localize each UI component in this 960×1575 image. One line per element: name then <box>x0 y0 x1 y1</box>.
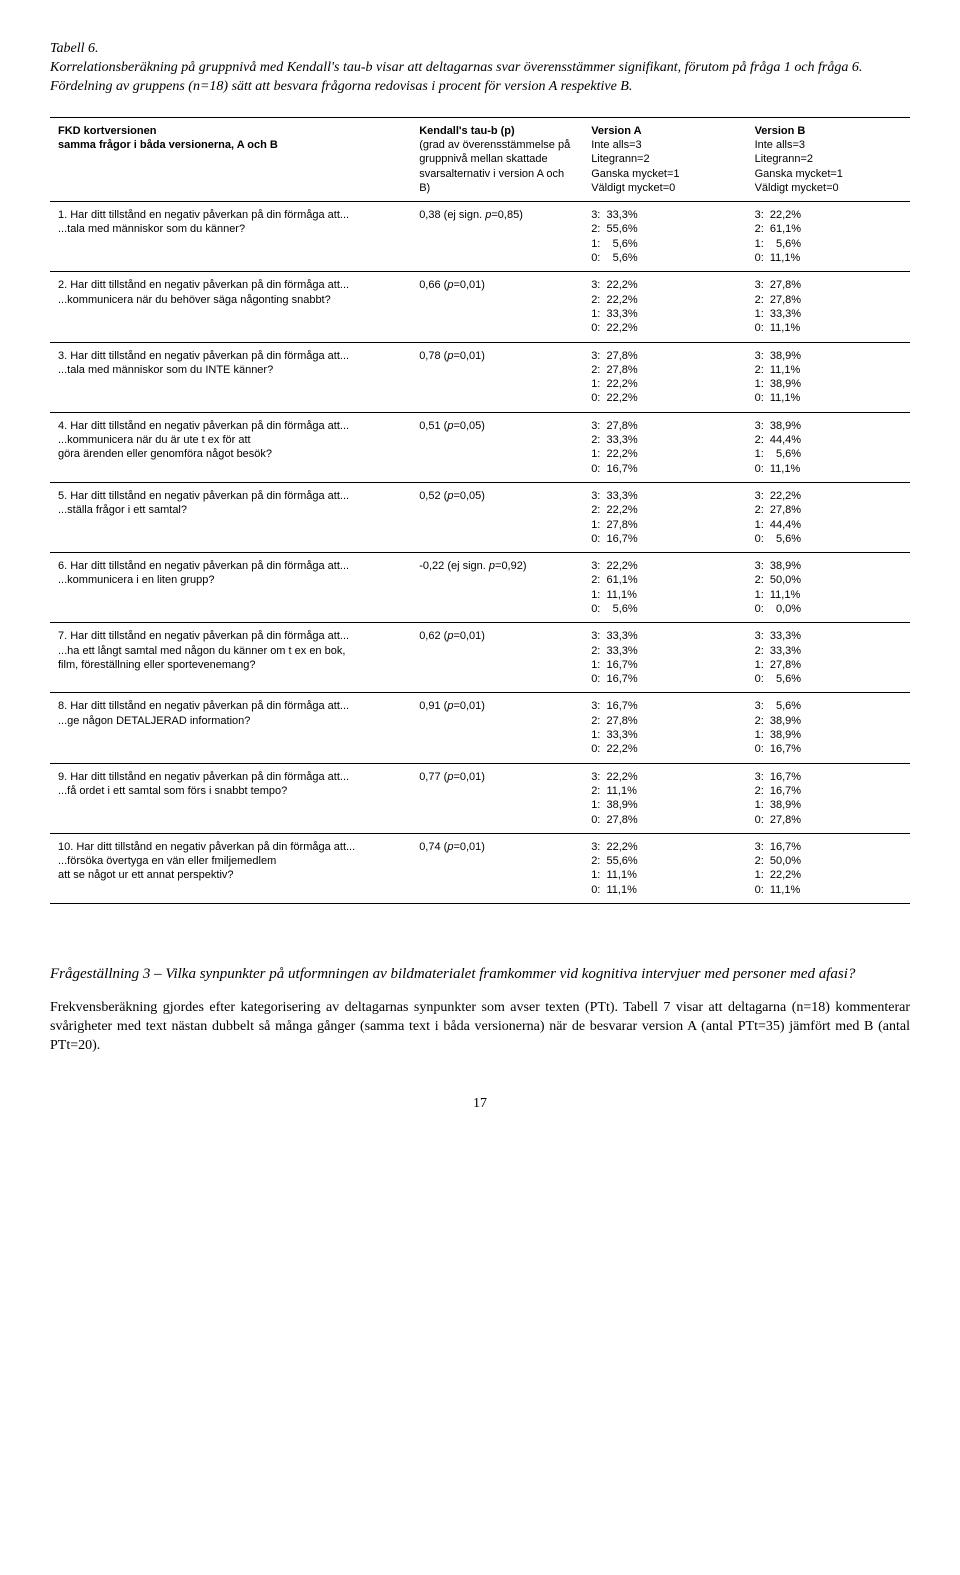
version-b-cell: 3: 38,9% 2: 44,4% 1: 5,6% 0: 11,1% <box>747 412 910 482</box>
question-cell: 9. Har ditt tillstånd en negativ påverka… <box>50 763 411 833</box>
stat-cell: 0,51 (p=0,05) <box>411 412 583 482</box>
table-header-row: FKD kortversionen samma frågor i båda ve… <box>50 117 910 201</box>
version-b-cell: 3: 27,8% 2: 27,8% 1: 33,3% 0: 11,1% <box>747 272 910 342</box>
stat-cell: 0,38 (ej sign. p=0,85) <box>411 202 583 272</box>
question-cell: 7. Har ditt tillstånd en negativ påverka… <box>50 623 411 693</box>
body-paragraph: Frekvensberäkning gjordes efter kategori… <box>50 999 910 1056</box>
table-row: 6. Har ditt tillstånd en negativ påverka… <box>50 553 910 623</box>
stat-cell: 0,62 (p=0,01) <box>411 623 583 693</box>
question-cell: 5. Har ditt tillstånd en negativ påverka… <box>50 482 411 552</box>
stat-cell: 0,78 (p=0,01) <box>411 342 583 412</box>
question-cell: 1. Har ditt tillstånd en negativ påverka… <box>50 202 411 272</box>
col-header-version-a: Version A Inte alls=3 Litegrann=2 Ganska… <box>583 117 746 201</box>
version-a-cell: 3: 22,2% 2: 22,2% 1: 33,3% 0: 22,2% <box>583 272 746 342</box>
table-row: 10. Har ditt tillstånd en negativ påverk… <box>50 833 910 903</box>
version-b-cell: 3: 16,7% 2: 50,0% 1: 22,2% 0: 11,1% <box>747 833 910 903</box>
col-header-kendall: Kendall's tau-b (p) (grad av överensstäm… <box>411 117 583 201</box>
stat-cell: 0,66 (p=0,01) <box>411 272 583 342</box>
table-caption: Tabell 6. Korrelationsberäkning på grupp… <box>50 40 910 97</box>
version-a-cell: 3: 22,2% 2: 61,1% 1: 11,1% 0: 5,6% <box>583 553 746 623</box>
correlation-table: FKD kortversionen samma frågor i båda ve… <box>50 117 910 904</box>
version-b-cell: 3: 22,2% 2: 27,8% 1: 44,4% 0: 5,6% <box>747 482 910 552</box>
table-row: 7. Har ditt tillstånd en negativ påverka… <box>50 623 910 693</box>
caption-text: Korrelationsberäkning på gruppnivå med K… <box>50 60 862 94</box>
table-row: 9. Har ditt tillstånd en negativ påverka… <box>50 763 910 833</box>
version-b-cell: 3: 16,7% 2: 16,7% 1: 38,9% 0: 27,8% <box>747 763 910 833</box>
table-row: 4. Har ditt tillstånd en negativ påverka… <box>50 412 910 482</box>
table-row: 1. Har ditt tillstånd en negativ påverka… <box>50 202 910 272</box>
table-row: 2. Har ditt tillstånd en negativ påverka… <box>50 272 910 342</box>
table-row: 5. Har ditt tillstånd en negativ påverka… <box>50 482 910 552</box>
version-a-cell: 3: 27,8% 2: 27,8% 1: 22,2% 0: 22,2% <box>583 342 746 412</box>
question-cell: 6. Har ditt tillstånd en negativ påverka… <box>50 553 411 623</box>
stat-cell: 0,52 (p=0,05) <box>411 482 583 552</box>
stat-cell: 0,77 (p=0,01) <box>411 763 583 833</box>
version-a-cell: 3: 33,3% 2: 33,3% 1: 16,7% 0: 16,7% <box>583 623 746 693</box>
question-cell: 2. Har ditt tillstånd en negativ påverka… <box>50 272 411 342</box>
section-heading: Frågeställning 3 – Vilka synpunkter på u… <box>50 964 910 985</box>
version-b-cell: 3: 22,2% 2: 61,1% 1: 5,6% 0: 11,1% <box>747 202 910 272</box>
version-a-cell: 3: 22,2% 2: 11,1% 1: 38,9% 0: 27,8% <box>583 763 746 833</box>
stat-cell: 0,74 (p=0,01) <box>411 833 583 903</box>
question-cell: 3. Har ditt tillstånd en negativ påverka… <box>50 342 411 412</box>
version-b-cell: 3: 38,9% 2: 50,0% 1: 11,1% 0: 0,0% <box>747 553 910 623</box>
caption-label: Tabell 6. <box>50 41 99 56</box>
page-number: 17 <box>50 1096 910 1112</box>
version-b-cell: 3: 5,6% 2: 38,9% 1: 38,9% 0: 16,7% <box>747 693 910 763</box>
version-a-cell: 3: 22,2% 2: 55,6% 1: 11,1% 0: 11,1% <box>583 833 746 903</box>
version-a-cell: 3: 16,7% 2: 27,8% 1: 33,3% 0: 22,2% <box>583 693 746 763</box>
table-row: 8. Har ditt tillstånd en negativ påverka… <box>50 693 910 763</box>
question-cell: 4. Har ditt tillstånd en negativ påverka… <box>50 412 411 482</box>
version-a-cell: 3: 33,3% 2: 22,2% 1: 27,8% 0: 16,7% <box>583 482 746 552</box>
question-cell: 8. Har ditt tillstånd en negativ påverka… <box>50 693 411 763</box>
col-header-questions: FKD kortversionen samma frågor i båda ve… <box>50 117 411 201</box>
table-row: 3. Har ditt tillstånd en negativ påverka… <box>50 342 910 412</box>
stat-cell: 0,91 (p=0,01) <box>411 693 583 763</box>
question-cell: 10. Har ditt tillstånd en negativ påverk… <box>50 833 411 903</box>
col-header-version-b: Version B Inte alls=3 Litegrann=2 Ganska… <box>747 117 910 201</box>
version-b-cell: 3: 33,3% 2: 33,3% 1: 27,8% 0: 5,6% <box>747 623 910 693</box>
version-a-cell: 3: 27,8% 2: 33,3% 1: 22,2% 0: 16,7% <box>583 412 746 482</box>
version-a-cell: 3: 33,3% 2: 55,6% 1: 5,6% 0: 5,6% <box>583 202 746 272</box>
version-b-cell: 3: 38,9% 2: 11,1% 1: 38,9% 0: 11,1% <box>747 342 910 412</box>
stat-cell: -0,22 (ej sign. p=0,92) <box>411 553 583 623</box>
